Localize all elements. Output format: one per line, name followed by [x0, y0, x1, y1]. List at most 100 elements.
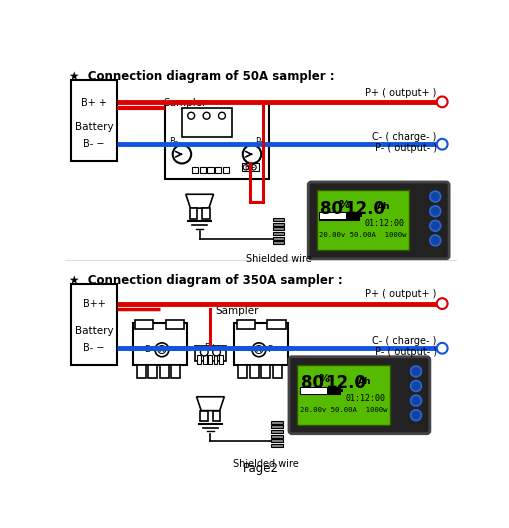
Bar	[242, 164, 259, 171]
Bar	[136, 365, 146, 378]
FancyBboxPatch shape	[289, 357, 430, 433]
Bar	[271, 430, 283, 433]
Bar	[234, 323, 288, 365]
Bar	[71, 80, 117, 161]
Bar	[219, 355, 223, 364]
Text: P-: P-	[267, 345, 276, 354]
Circle shape	[411, 410, 421, 421]
Circle shape	[430, 221, 441, 231]
Bar	[273, 223, 285, 226]
Bar	[135, 320, 153, 329]
Text: B- −: B- −	[83, 343, 105, 353]
Bar	[213, 411, 220, 421]
Text: B+ +: B+ +	[81, 98, 107, 108]
Circle shape	[437, 97, 447, 107]
Text: 80: 80	[320, 200, 343, 218]
Text: ★  Connection diagram of 50A sampler :: ★ Connection diagram of 50A sampler :	[69, 70, 334, 82]
Circle shape	[201, 348, 208, 356]
Bar	[215, 167, 221, 174]
Bar	[271, 421, 283, 423]
Circle shape	[252, 343, 266, 357]
Bar	[203, 355, 207, 364]
Bar	[267, 320, 286, 329]
Bar	[208, 355, 212, 364]
Bar	[273, 237, 285, 240]
Text: P- ( output- ): P- ( output- )	[375, 143, 437, 153]
Bar	[238, 365, 247, 378]
Text: %: %	[319, 374, 330, 384]
Polygon shape	[186, 194, 213, 208]
Circle shape	[437, 139, 447, 149]
Bar	[200, 167, 206, 174]
Bar	[300, 388, 327, 394]
Text: 80: 80	[300, 374, 324, 392]
Bar	[133, 323, 187, 365]
Circle shape	[437, 298, 447, 309]
Bar	[273, 228, 285, 230]
Bar	[165, 102, 269, 179]
Bar	[202, 208, 210, 219]
Text: %: %	[338, 200, 349, 210]
Text: ⊗: ⊗	[253, 343, 265, 357]
Text: P+ ( output+ ): P+ ( output+ )	[365, 289, 437, 299]
Text: P+ ( output+ ): P+ ( output+ )	[365, 88, 437, 98]
Circle shape	[411, 381, 421, 391]
Bar	[250, 365, 259, 378]
Circle shape	[251, 165, 256, 170]
Circle shape	[213, 348, 220, 356]
Bar	[192, 167, 198, 174]
Text: Ah: Ah	[357, 377, 371, 386]
Bar	[261, 365, 270, 378]
Text: Sampler: Sampler	[215, 306, 259, 316]
Text: Page2: Page2	[242, 462, 278, 475]
Circle shape	[218, 112, 225, 119]
Text: C- ( charge- ): C- ( charge- )	[373, 336, 437, 346]
Text: B+: B+	[204, 343, 217, 352]
Text: 20.00v 50.00A  1000w: 20.00v 50.00A 1000w	[300, 407, 387, 413]
Text: ★  Connection diagram of 350A sampler :: ★ Connection diagram of 350A sampler :	[69, 274, 343, 287]
Circle shape	[411, 366, 421, 377]
Text: ⊗: ⊗	[156, 343, 168, 357]
Bar	[273, 241, 285, 244]
Circle shape	[430, 206, 441, 216]
Text: Battery: Battery	[75, 326, 114, 336]
Bar	[271, 435, 283, 438]
Bar	[271, 439, 283, 442]
Circle shape	[155, 343, 169, 357]
Bar	[148, 365, 157, 378]
Circle shape	[243, 145, 261, 164]
Circle shape	[430, 235, 441, 246]
Bar	[160, 365, 169, 378]
Bar	[71, 285, 117, 365]
Text: Ah: Ah	[377, 202, 390, 211]
Bar	[207, 167, 213, 174]
Bar	[171, 365, 180, 378]
Circle shape	[430, 191, 441, 202]
Bar	[195, 346, 226, 361]
Text: B- −: B- −	[83, 139, 105, 149]
Text: P-: P-	[255, 137, 263, 146]
Polygon shape	[196, 397, 224, 411]
Circle shape	[188, 112, 194, 119]
Circle shape	[437, 343, 447, 354]
Circle shape	[243, 165, 248, 170]
Text: Shielded wire: Shielded wire	[246, 253, 312, 263]
Text: C- ( charge- ): C- ( charge- )	[373, 133, 437, 142]
Text: 01:12:00: 01:12:00	[364, 219, 405, 228]
Text: B-: B-	[169, 137, 178, 146]
Text: Shielded wire: Shielded wire	[233, 459, 298, 469]
Bar	[271, 444, 283, 447]
Bar	[223, 167, 229, 174]
Bar	[237, 320, 255, 329]
Bar	[273, 232, 285, 235]
Text: B++: B++	[83, 299, 105, 308]
Circle shape	[203, 112, 210, 119]
Bar	[201, 411, 208, 421]
Bar	[273, 365, 282, 378]
Bar	[317, 191, 409, 250]
Bar	[213, 355, 217, 364]
Text: B+: B+	[245, 163, 256, 172]
Bar	[271, 425, 283, 428]
FancyBboxPatch shape	[308, 182, 449, 259]
Text: B-: B-	[144, 345, 153, 354]
